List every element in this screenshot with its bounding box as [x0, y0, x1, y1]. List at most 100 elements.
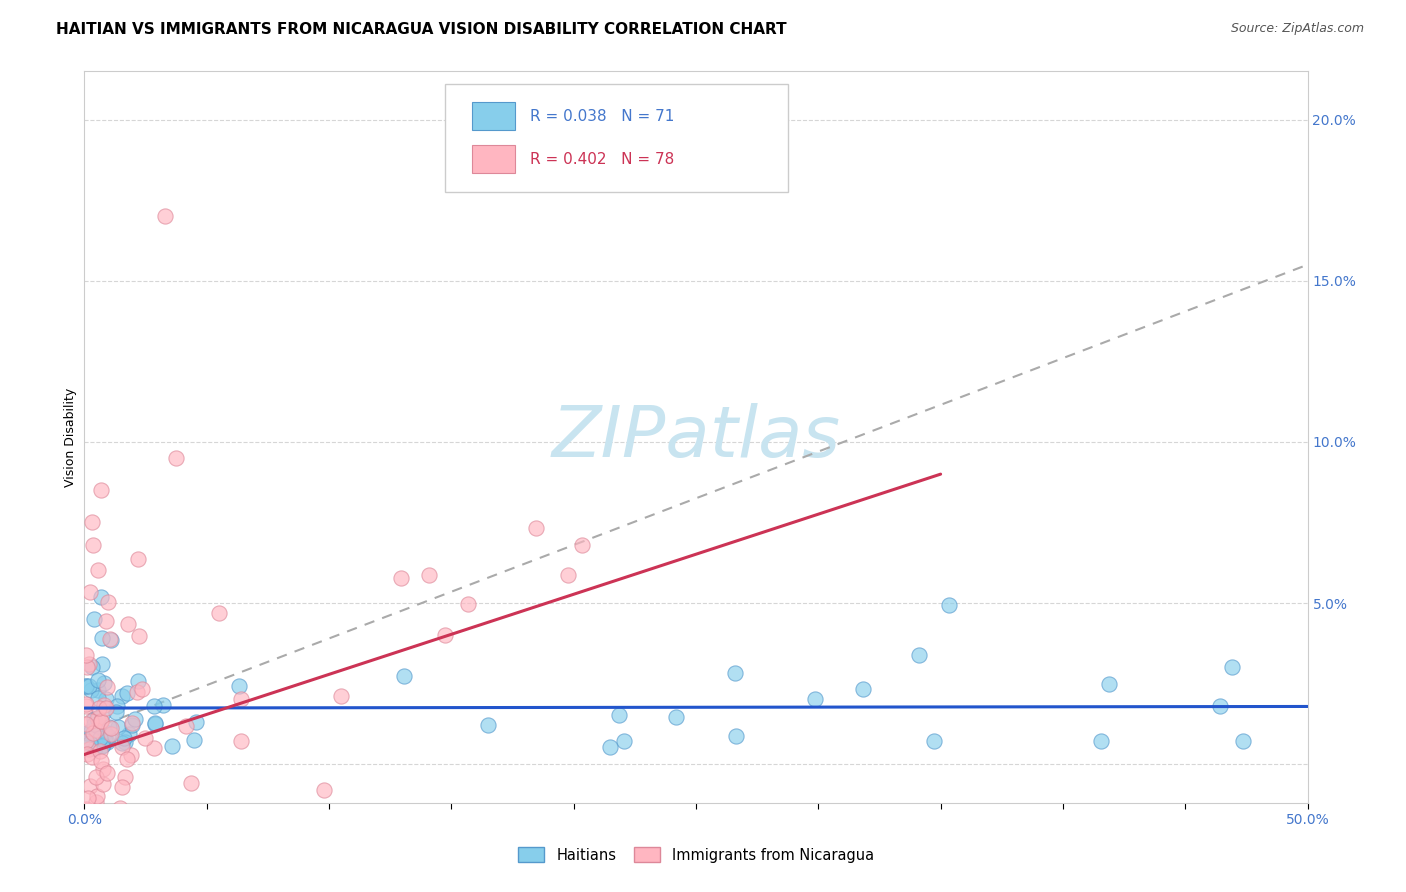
Point [1220, 660, 1243, 674]
Point [104, 705, 127, 719]
Point [111, 780, 134, 794]
Point [90, 714, 112, 728]
Point [77, 657, 100, 671]
Point [97, 594, 120, 608]
Text: HAITIAN VS IMMIGRANTS FROM NICARAGUA VISION DISABILITY CORRELATION CHART: HAITIAN VS IMMIGRANTS FROM NICARAGUA VIS… [56, 22, 787, 37]
Point [94, 692, 117, 706]
Point [852, 682, 875, 697]
Point [146, 805, 169, 820]
Point [114, 735, 136, 749]
Point [938, 598, 960, 612]
Point [82, 726, 104, 740]
Point [174, 719, 197, 733]
Point [96, 765, 118, 780]
Text: Source: ZipAtlas.com: Source: ZipAtlas.com [1230, 22, 1364, 36]
Point [183, 732, 205, 747]
Point [87, 701, 110, 715]
Point [127, 674, 149, 689]
Point [186, 715, 208, 730]
Point [524, 521, 547, 535]
Point [93, 777, 115, 791]
Point [75, 698, 97, 712]
Point [142, 741, 165, 756]
Point [131, 681, 153, 696]
Point [312, 783, 335, 797]
Point [571, 539, 593, 553]
Point [111, 736, 134, 750]
Point [90, 483, 112, 498]
Point [75, 680, 97, 694]
Point [86, 711, 108, 725]
Point [75, 648, 97, 663]
Point [1232, 734, 1254, 748]
Point [91, 805, 114, 820]
Point [93, 734, 115, 748]
Point [93, 676, 115, 690]
Point [112, 731, 135, 746]
Point [75, 698, 97, 713]
Point [93, 706, 115, 720]
Point [117, 686, 139, 700]
Point [228, 679, 250, 693]
Legend: Haitians, Immigrants from Nicaragua: Haitians, Immigrants from Nicaragua [512, 841, 880, 869]
Point [343, 805, 366, 820]
Point [98, 720, 121, 734]
Point [128, 629, 150, 643]
Text: R = 0.402   N = 78: R = 0.402 N = 78 [530, 152, 673, 167]
Point [91, 739, 114, 753]
Point [87, 690, 110, 705]
Point [108, 801, 131, 815]
Point [84, 723, 107, 737]
Point [105, 699, 128, 714]
Point [100, 632, 122, 647]
Point [76, 726, 98, 740]
Point [125, 684, 148, 698]
Point [75, 734, 97, 748]
Text: R = 0.038   N = 71: R = 0.038 N = 71 [530, 109, 673, 124]
Point [90, 590, 112, 604]
Point [389, 571, 412, 585]
Point [134, 731, 156, 745]
Point [83, 612, 105, 626]
Point [80, 516, 103, 530]
Text: ZIPatlas: ZIPatlas [551, 402, 841, 472]
Point [1098, 677, 1121, 691]
Point [76, 805, 98, 820]
Point [90, 714, 112, 728]
Bar [472, 145, 515, 173]
Point [97, 729, 120, 743]
Point [82, 538, 104, 552]
Point [101, 805, 124, 820]
FancyBboxPatch shape [446, 84, 787, 192]
Point [557, 567, 579, 582]
Point [91, 762, 114, 776]
Point [75, 679, 97, 693]
Point [93, 698, 115, 712]
Point [433, 628, 456, 642]
Point [121, 718, 143, 732]
Point [77, 742, 100, 756]
Point [723, 665, 745, 680]
Point [142, 699, 165, 714]
Point [80, 714, 103, 729]
Point [91, 738, 114, 752]
Point [84, 770, 107, 784]
Point [86, 789, 108, 804]
Point [665, 710, 688, 724]
Point [117, 616, 139, 631]
Point [907, 648, 929, 663]
Point [229, 691, 252, 706]
Point [607, 708, 630, 723]
Point [80, 723, 103, 738]
Point [87, 719, 110, 733]
Point [208, 606, 231, 620]
Point [1209, 698, 1232, 713]
Point [127, 552, 149, 566]
Point [143, 717, 166, 731]
Point [76, 735, 98, 749]
Point [90, 755, 112, 769]
Point [77, 680, 100, 694]
Point [83, 713, 105, 727]
Point [599, 739, 621, 754]
Point [121, 715, 143, 730]
